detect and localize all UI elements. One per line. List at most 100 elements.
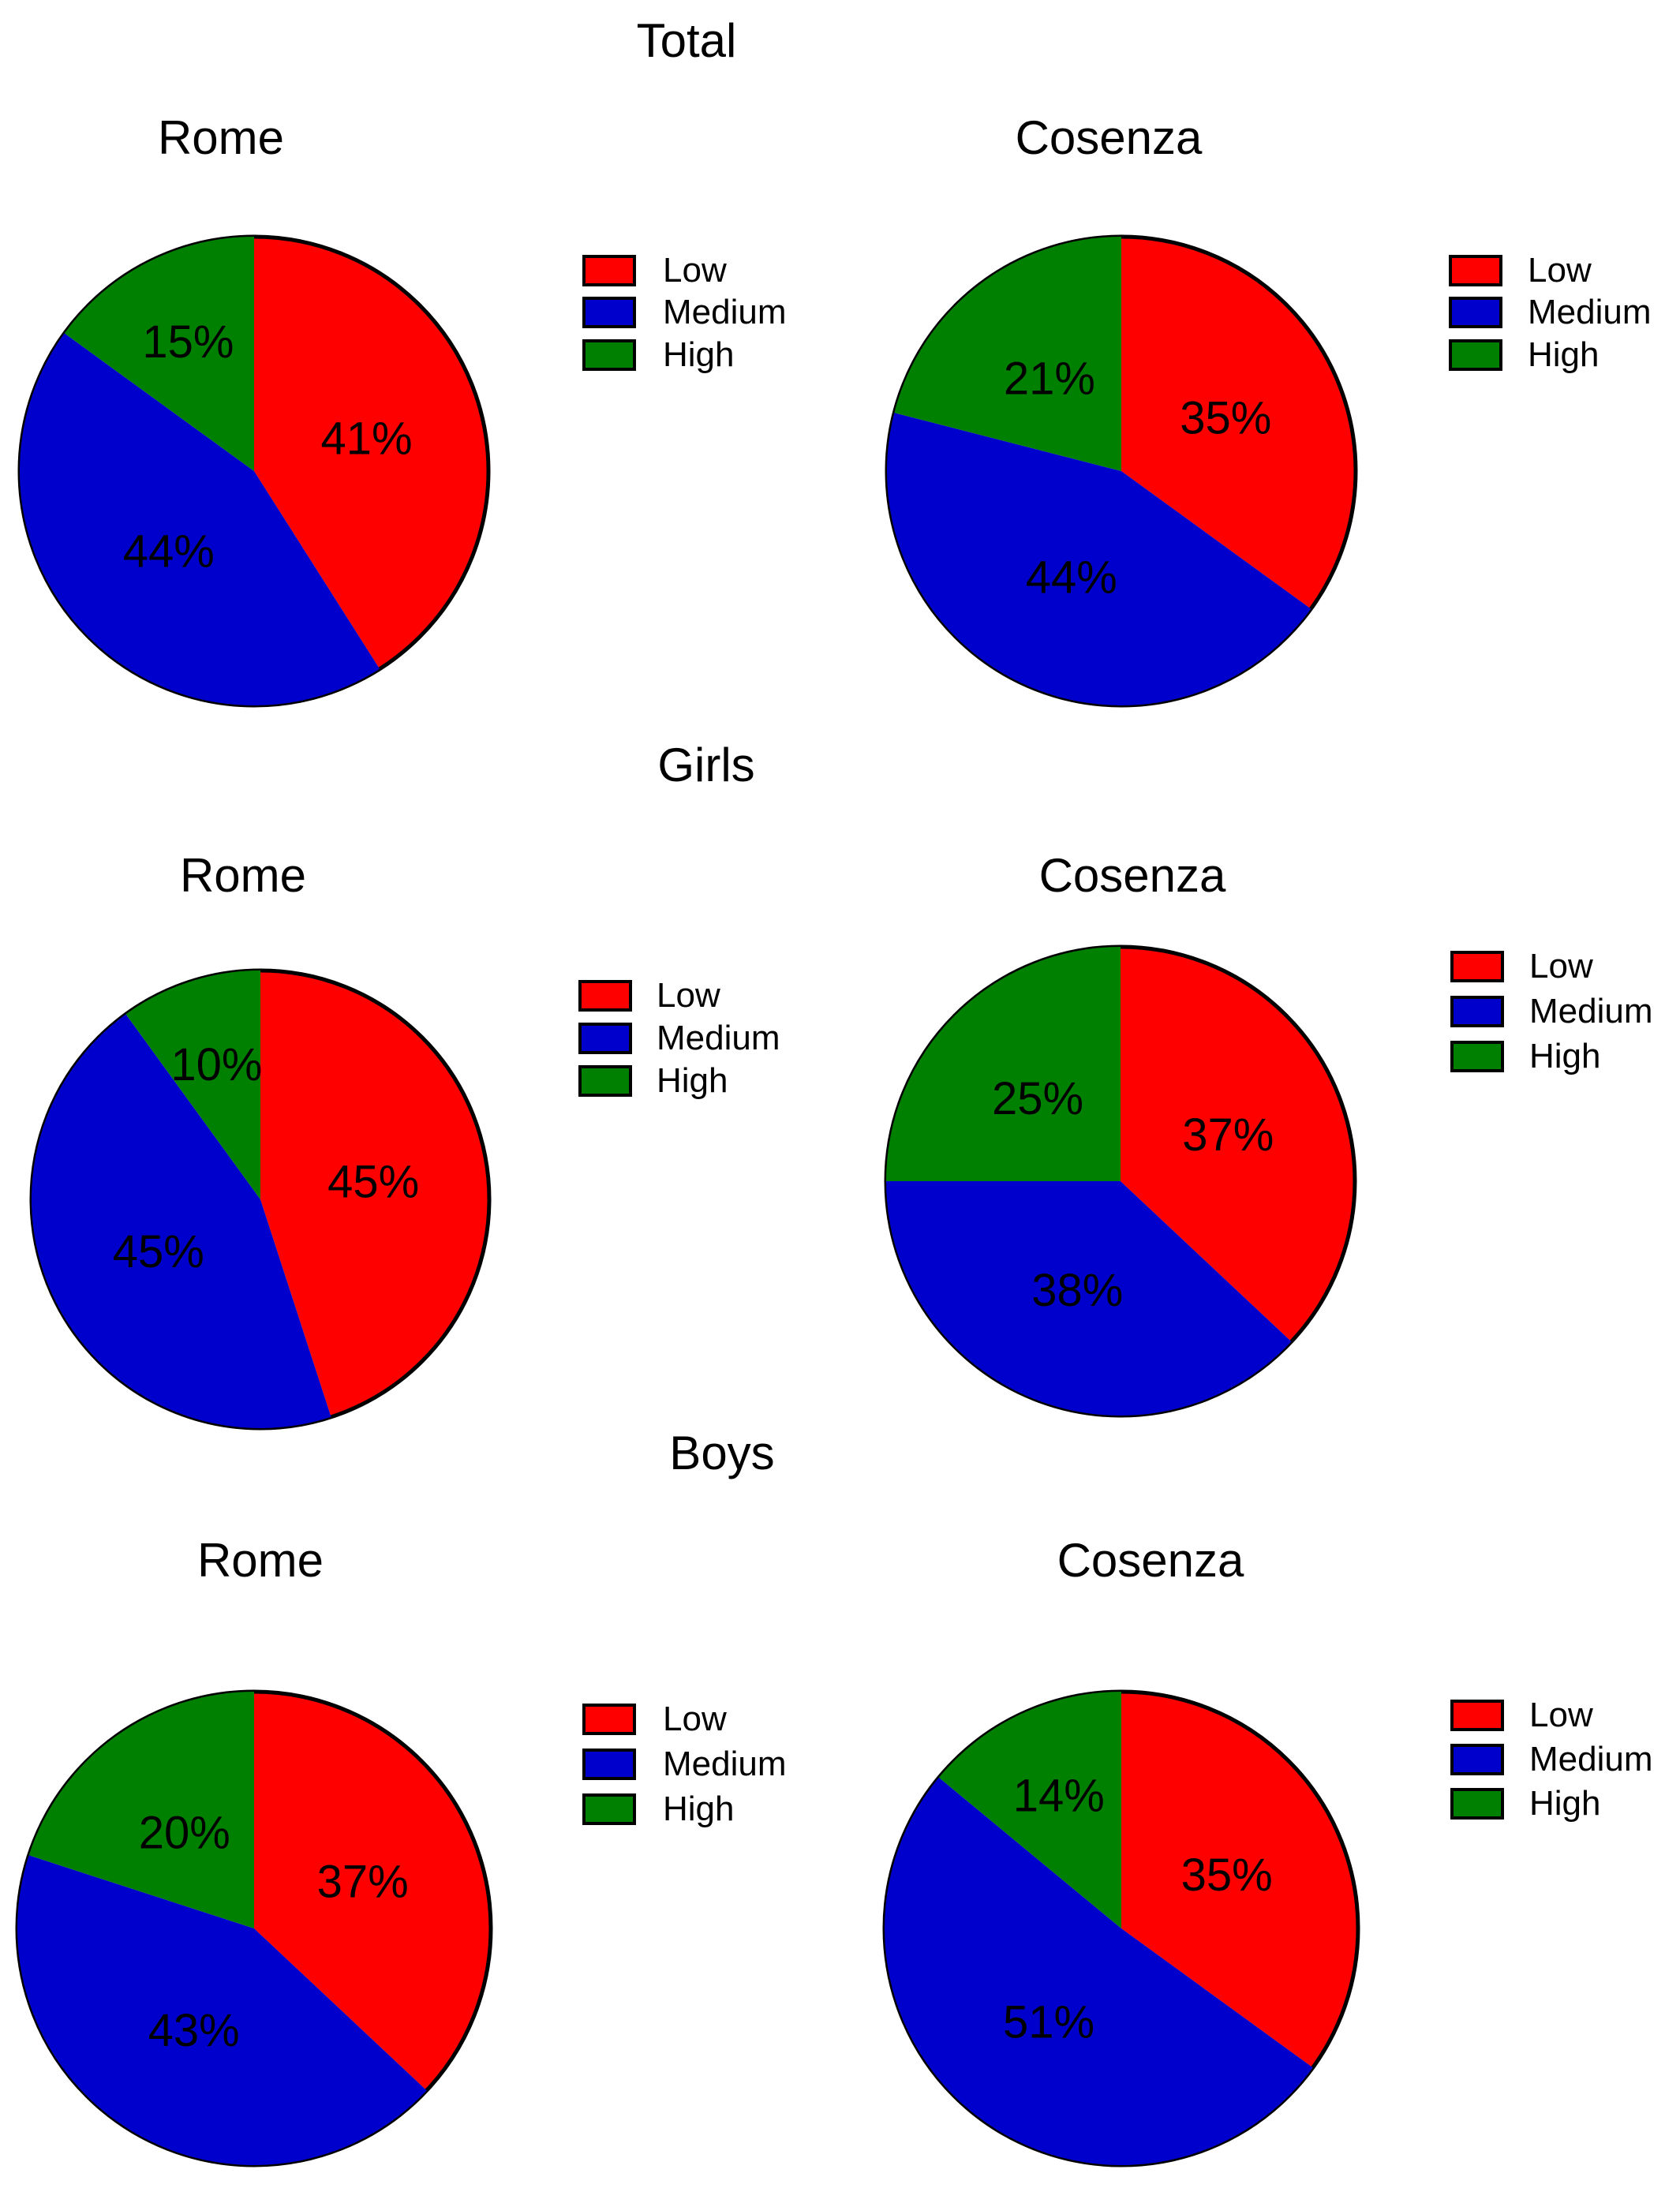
slice-label-high: 14% [1013, 1771, 1105, 1822]
legend-swatch-medium [582, 1749, 636, 1780]
slice-label-high: 25% [992, 1073, 1083, 1124]
pie-slice-medium [885, 1777, 1313, 2165]
slice-label-low: 35% [1180, 393, 1271, 444]
chart-title: Rome [180, 849, 306, 902]
chart-title: Cosenza [1057, 1534, 1244, 1587]
slice-label-low: 41% [321, 413, 413, 465]
pie-slice-low [1121, 237, 1356, 609]
pie-slice-low [260, 971, 489, 1417]
legend-label-medium: Medium [663, 1745, 787, 1783]
legend-label-high: High [1529, 1037, 1601, 1075]
slice-label-high: 20% [139, 1808, 230, 1859]
pie-slices: 35% 44% 21% [885, 234, 1358, 708]
legend-swatch-low [1449, 255, 1502, 286]
slice-label-medium: 38% [1031, 1265, 1123, 1316]
legend-swatch-medium [582, 297, 636, 328]
slice-label-high: 15% [142, 316, 234, 368]
group-title-boys: Boys [669, 1427, 774, 1479]
legend-label-medium: Medium [1529, 992, 1653, 1030]
pie-slice-medium [20, 333, 380, 705]
pie-chart-total-rome: Rome 41% 44% 15% Low Medium High [17, 111, 787, 708]
pie-slices: 41% 44% 15% [17, 234, 491, 708]
legend-label-high: High [657, 1061, 728, 1100]
legend-swatch-high [578, 1065, 632, 1097]
legend-swatch-low [1450, 1700, 1504, 1731]
legend-swatch-low [578, 980, 632, 1012]
pie-chart-girls-cosenza: Cosenza 37% 38% 25% Low Medium High [884, 849, 1653, 1418]
chart-title: Cosenza [1016, 111, 1203, 164]
slice-label-medium: 45% [113, 1226, 204, 1277]
slice-label-high: 21% [1004, 353, 1095, 405]
pie-slice-low [1121, 1692, 1358, 2068]
pie-slices: 37% 38% 25% [884, 944, 1357, 1418]
pie-slices: 37% 43% 20% [15, 1689, 493, 2167]
legend-label-low: Low [657, 976, 720, 1015]
legend-swatch-high [1450, 1041, 1504, 1072]
legend: Low Medium High [578, 976, 780, 1100]
pie-slice-high [64, 237, 254, 471]
group-title-total: Total [637, 14, 737, 67]
pie-slice-medium [887, 413, 1311, 706]
legend-label-low: Low [1528, 251, 1592, 290]
legend-swatch-medium [578, 1023, 632, 1054]
pie-slice-high [125, 971, 260, 1199]
chart-title: Cosenza [1039, 849, 1226, 902]
legend-label-high: High [1529, 1784, 1601, 1823]
pie-chart-girls-rome: Rome 45% 45% 10% Low Medium High [29, 849, 780, 1431]
legend-swatch-high [1450, 1788, 1504, 1820]
slice-label-low: 37% [1182, 1109, 1274, 1161]
pie-chart-boys-rome: Rome 37% 43% 20% Low Medium High [15, 1534, 787, 2167]
legend-label-high: High [663, 1790, 735, 1828]
group-title-girls: Girls [657, 739, 754, 791]
pie-chart-boys-cosenza: Cosenza 35% 51% 14% Low Medium High [882, 1534, 1653, 2167]
legend-swatch-high [582, 1793, 636, 1825]
legend-label-low: Low [663, 251, 727, 290]
legend: Low Medium High [582, 251, 787, 374]
legend-label-low: Low [663, 1700, 727, 1738]
slice-label-medium: 44% [1026, 552, 1117, 603]
chart-title: Rome [158, 111, 284, 164]
legend: Low Medium High [1450, 1696, 1653, 1823]
pie-slice-high [894, 237, 1121, 471]
pie-slices: 35% 51% 14% [882, 1689, 1360, 2167]
legend-swatch-high [1449, 339, 1502, 371]
pie-slice-medium [17, 1855, 427, 2165]
legend-swatch-low [1450, 951, 1504, 982]
slice-label-high: 10% [170, 1039, 262, 1090]
legend-label-high: High [663, 335, 735, 374]
slice-label-low: 45% [327, 1156, 419, 1207]
slice-label-medium: 44% [123, 526, 215, 578]
legend-label-low: Low [1529, 947, 1593, 986]
slice-label-medium: 51% [1003, 1997, 1094, 2048]
legend: Low Medium High [1449, 251, 1652, 374]
legend-swatch-low [582, 1704, 636, 1735]
legend-swatch-medium [1450, 1744, 1504, 1775]
pie-slice-medium [886, 1181, 1292, 1416]
pie-slices: 45% 45% 10% [29, 968, 492, 1431]
pie-slice-low [254, 1692, 492, 2091]
legend: Low Medium High [1450, 947, 1653, 1075]
legend-label-high: High [1528, 335, 1600, 374]
legend-label-low: Low [1529, 1696, 1593, 1734]
legend-label-medium: Medium [1529, 1740, 1653, 1778]
pie-slice-medium [32, 1014, 331, 1428]
slice-label-low: 37% [317, 1856, 409, 1907]
chart-title: Rome [197, 1534, 324, 1587]
pie-slice-low [254, 237, 488, 669]
slice-label-low: 35% [1181, 1850, 1273, 1901]
legend-label-medium: Medium [657, 1019, 780, 1057]
legend: Low Medium High [582, 1700, 787, 1828]
legend-swatch-low [582, 255, 636, 286]
pie-chart-total-cosenza: Cosenza 35% 44% 21% Low Medium High [885, 111, 1652, 708]
pie-slice-low [1121, 947, 1356, 1342]
legend-swatch-high [582, 339, 636, 371]
pie-slice-high [886, 947, 1121, 1181]
legend-label-medium: Medium [663, 293, 787, 331]
pie-slice-high [938, 1692, 1121, 1928]
legend-label-medium: Medium [1528, 293, 1652, 331]
slice-label-medium: 43% [148, 2005, 240, 2056]
legend-swatch-medium [1450, 996, 1504, 1027]
legend-swatch-medium [1449, 297, 1502, 328]
